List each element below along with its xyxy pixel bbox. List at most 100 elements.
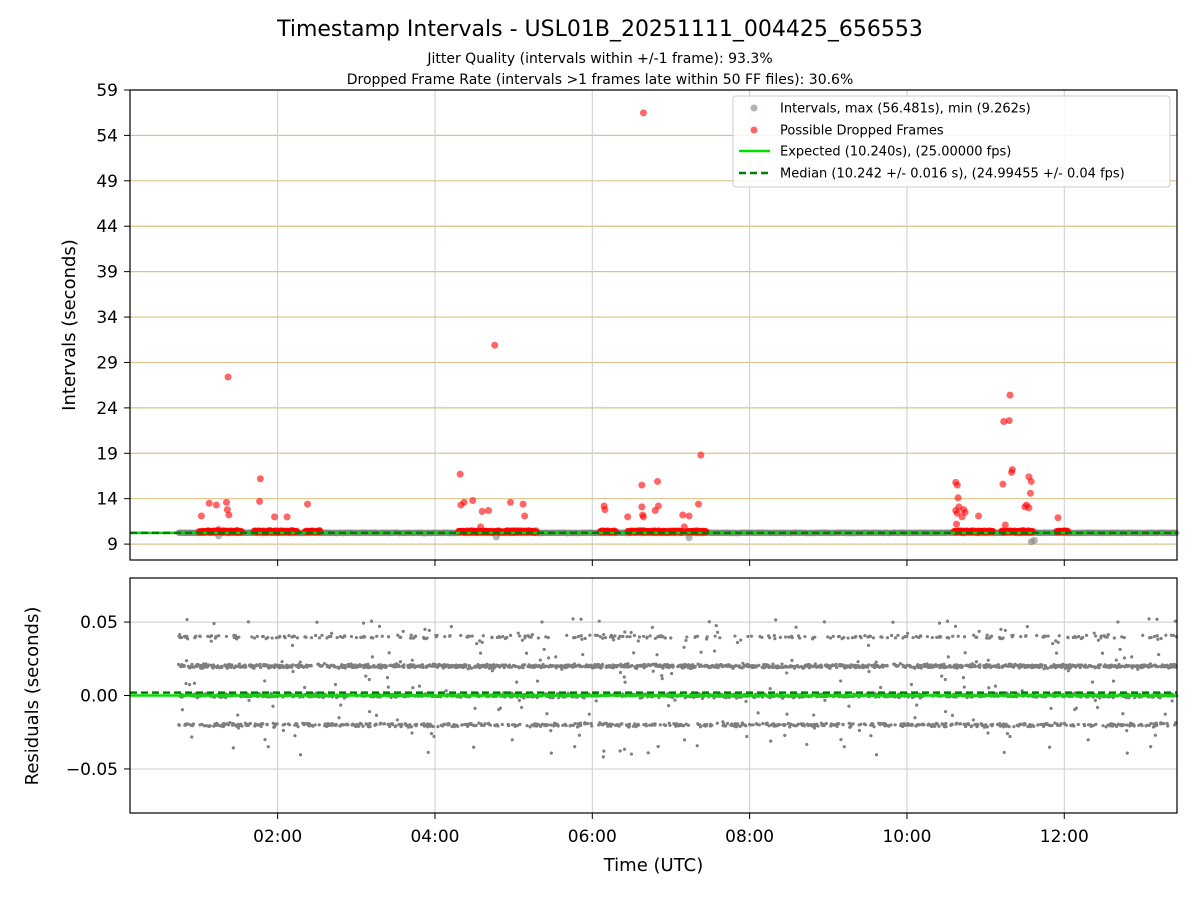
- residual-point: [629, 752, 634, 756]
- residual-point: [644, 724, 648, 728]
- residual-point: [184, 659, 189, 663]
- residual-point: [871, 636, 876, 640]
- residual-point: [970, 724, 974, 728]
- dropped-frame-point: [212, 501, 220, 509]
- residual-point: [885, 664, 889, 668]
- residual-point: [207, 663, 211, 667]
- residual-point: [974, 660, 979, 664]
- chart-title: Timestamp Intervals - USL01B_20251111_00…: [276, 17, 923, 42]
- residual-point: [283, 636, 287, 640]
- interval-point: [685, 534, 693, 542]
- residual-point: [944, 721, 948, 726]
- chart-subtitle-jitter: Jitter Quality (intervals within +/-1 fr…: [426, 51, 772, 67]
- residual-point: [971, 718, 975, 722]
- residual-point: [986, 731, 990, 735]
- residual-point: [237, 635, 241, 639]
- intervals-y-axis-label: Intervals (seconds): [59, 239, 80, 411]
- residual-point: [244, 665, 248, 669]
- residual-point: [1002, 750, 1006, 755]
- residual-point: [964, 724, 968, 729]
- residual-point: [939, 635, 943, 639]
- residual-point: [179, 635, 184, 640]
- dropped-frame-point: [958, 513, 966, 521]
- dropped-frame-point: [256, 475, 264, 483]
- residual-point: [576, 634, 581, 639]
- residual-point: [1008, 734, 1012, 739]
- residual-point: [856, 660, 860, 664]
- residual-point: [386, 685, 390, 689]
- intervals-y-tick-label: 29: [96, 353, 118, 373]
- residual-point: [255, 634, 259, 638]
- residual-point: [910, 723, 914, 727]
- residual-point: [857, 728, 861, 733]
- residual-point: [984, 636, 989, 640]
- residual-point: [368, 721, 372, 726]
- residual-point: [341, 723, 346, 727]
- residual-point: [480, 640, 484, 645]
- residual-point: [364, 674, 368, 678]
- residual-point: [395, 718, 400, 722]
- residual-point: [610, 722, 615, 727]
- residual-point: [505, 635, 509, 640]
- residual-point: [247, 698, 251, 702]
- residual-point: [194, 634, 198, 638]
- residual-point: [432, 734, 436, 739]
- residual-point: [746, 634, 750, 639]
- residual-point: [695, 744, 699, 748]
- legend-dropped-marker: [750, 126, 758, 134]
- residual-point: [744, 724, 748, 728]
- residual-point: [281, 728, 286, 733]
- residual-point: [303, 685, 307, 690]
- residual-point: [258, 662, 262, 667]
- residual-point: [986, 658, 990, 662]
- residual-point: [699, 650, 703, 654]
- residual-point: [1023, 722, 1027, 726]
- intervals-y-tick-label: 59: [96, 81, 118, 101]
- residual-point: [1046, 634, 1050, 638]
- dropped-frame-point: [1005, 417, 1013, 425]
- residual-point: [315, 620, 319, 624]
- residual-point: [911, 636, 915, 640]
- residual-point: [710, 723, 714, 727]
- residual-point: [1005, 731, 1010, 736]
- residual-point: [945, 619, 950, 623]
- chart-subtitle-dropped-rate: Dropped Frame Rate (intervals >1 frames …: [347, 72, 854, 88]
- residual-point: [523, 634, 527, 638]
- residual-point: [374, 713, 379, 717]
- residual-point: [298, 753, 303, 757]
- residual-point: [985, 633, 989, 637]
- dropped-frame-point: [1006, 391, 1014, 399]
- residual-point: [549, 723, 553, 727]
- residual-point: [831, 634, 835, 638]
- residual-point: [616, 663, 620, 668]
- residual-point: [961, 676, 966, 680]
- dropped-frame-point: [624, 513, 632, 521]
- residual-point: [669, 636, 673, 640]
- residual-point: [236, 726, 241, 730]
- residual-point: [991, 722, 995, 726]
- dropped-frame-point: [283, 513, 291, 521]
- residual-point: [187, 683, 192, 687]
- residual-point: [651, 669, 655, 673]
- dropped-frame-point: [953, 520, 961, 528]
- residual-point: [790, 658, 794, 663]
- residual-point: [293, 734, 297, 738]
- residual-point: [579, 723, 583, 727]
- dropped-frame-point: [1000, 417, 1008, 425]
- residual-point: [488, 723, 493, 727]
- residual-point: [333, 682, 338, 687]
- residual-point: [636, 639, 640, 643]
- residual-point: [184, 681, 188, 686]
- dropped-frame-point: [224, 373, 232, 381]
- residual-point: [656, 744, 660, 749]
- residual-point: [481, 634, 485, 638]
- residual-point: [768, 636, 772, 640]
- residual-point: [516, 631, 520, 635]
- residual-point: [611, 638, 616, 642]
- residual-point: [891, 620, 895, 624]
- dropped-frame-point: [304, 500, 312, 508]
- residual-point: [538, 658, 542, 662]
- legend-expected-label: Expected (10.240s), (25.00000 fps): [780, 145, 1011, 160]
- residual-point: [411, 686, 415, 690]
- residual-point: [851, 722, 855, 726]
